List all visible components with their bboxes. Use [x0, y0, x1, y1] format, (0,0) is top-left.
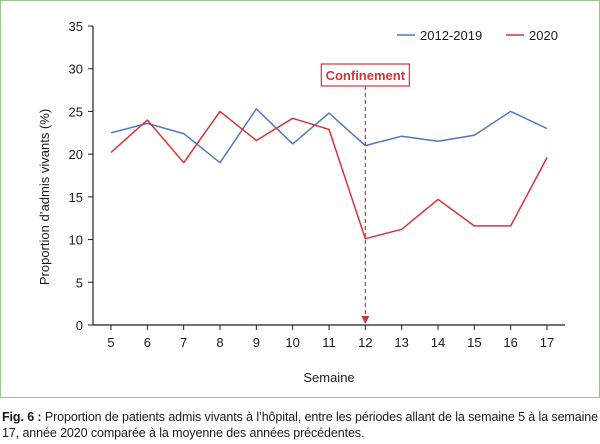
chart-annotation: Confinement [320, 63, 410, 324]
x-tick-label: 16 [503, 335, 517, 350]
x-tick-label: 9 [253, 335, 260, 350]
x-tick-label: 15 [467, 335, 481, 350]
y-tick-label: 20 [69, 147, 83, 162]
figure-frame: 0 5 10 15 20 25 30 35 5 6 7 8 9 10 11 12 13 14 15 16 17 Conf… [0, 0, 600, 398]
x-tick-label: 8 [216, 335, 223, 350]
legend-label-2020: 2020 [529, 28, 558, 43]
y-axis-label: Proportion d’admis vivants (%) [37, 109, 52, 285]
x-tick-label: 14 [431, 335, 445, 350]
y-tick-label: 0 [76, 318, 83, 333]
y-tick-label: 35 [69, 19, 83, 34]
chart-series [110, 108, 548, 240]
x-tick-label: 7 [180, 335, 187, 350]
x-tick-label: 6 [144, 335, 151, 350]
annotation-arrowhead [361, 316, 370, 324]
x-tick-label: 17 [540, 335, 554, 350]
x-tick-label: 5 [107, 335, 114, 350]
x-tick-label: 11 [322, 335, 336, 350]
x-axis-label: Semaine [303, 370, 354, 385]
x-tick-label: 12 [358, 335, 372, 350]
y-tick-label: 10 [69, 233, 83, 248]
annotation-box [320, 63, 410, 87]
legend-label-2012-2019: 2012-2019 [420, 28, 482, 43]
caption-text: Proportion de patients admis vivants à l… [2, 410, 598, 440]
series-line-2012-2019 [110, 108, 548, 164]
chart-axes: 0 5 10 15 20 25 30 35 5 6 7 8 9 10 11 12 13 14 15 16 17 [69, 19, 565, 350]
line-chart: 0 5 10 15 20 25 30 35 5 6 7 8 9 10 11 12 13 14 15 16 17 Conf… [37, 19, 565, 385]
y-tick-label: 30 [69, 62, 83, 77]
series-line-2020 [110, 110, 548, 240]
caption-label: Fig. 6 : [2, 410, 42, 424]
x-tick-label: 13 [394, 335, 408, 350]
figure-caption: Fig. 6 : Proportion de patients admis vi… [2, 409, 598, 441]
chart-legend: 2012-2019 2020 [397, 28, 558, 43]
y-tick-label: 15 [69, 190, 83, 205]
y-tick-label: 25 [69, 104, 83, 119]
y-tick-label: 5 [76, 275, 83, 290]
annotation-label: Confinement [326, 68, 406, 83]
x-tick-label: 10 [285, 335, 299, 350]
